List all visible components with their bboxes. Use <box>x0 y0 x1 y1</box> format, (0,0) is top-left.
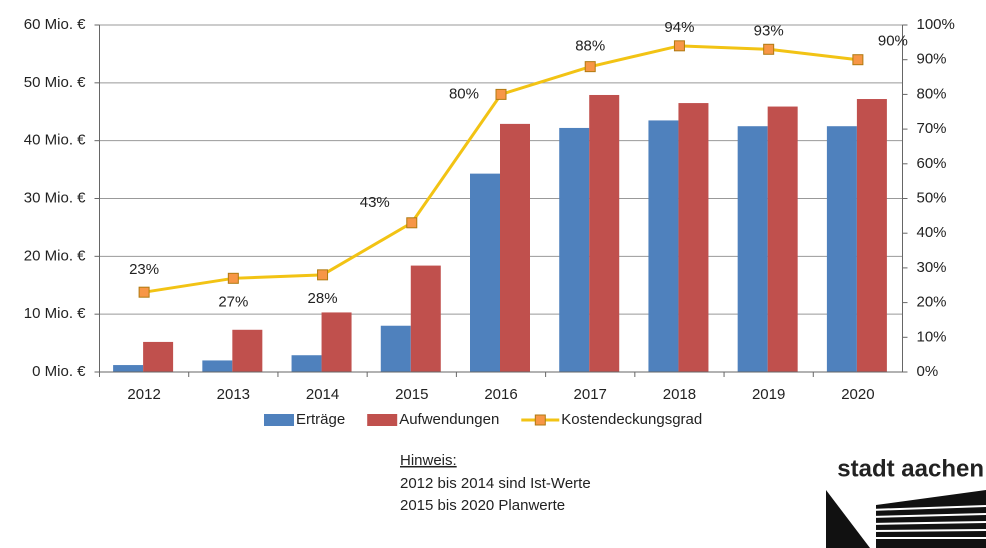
y-tick-label: 30 Mio. € <box>24 189 86 206</box>
line-marker <box>852 54 864 66</box>
bar <box>321 312 352 372</box>
y-tick-label: 50 Mio. € <box>24 74 86 91</box>
y2-tick-label: 70% <box>917 120 947 137</box>
y2-tick-label: 80% <box>917 85 947 102</box>
data-label: 28% <box>308 290 338 307</box>
y2-tick-label: 100% <box>917 16 955 33</box>
y-tick-label: 0 Mio. € <box>32 363 86 380</box>
bar <box>559 127 590 373</box>
legend-label: Kostendeckungsgrad <box>561 411 702 428</box>
line-marker <box>763 43 775 55</box>
line-marker <box>673 40 685 52</box>
legend-marker <box>534 414 546 426</box>
y2-tick-label: 0% <box>917 363 939 380</box>
legend-label: Aufwendungen <box>399 411 499 428</box>
bar <box>589 94 620 372</box>
x-tick-label: 2017 <box>574 386 607 403</box>
x-tick-label: 2016 <box>484 386 517 403</box>
bar <box>143 341 174 372</box>
data-label: 88% <box>575 38 605 55</box>
x-tick-label: 2019 <box>752 386 785 403</box>
line-marker <box>584 61 596 73</box>
legend-label: Erträge <box>296 411 345 428</box>
bar <box>826 126 857 372</box>
bar <box>856 99 887 372</box>
legend-swatch <box>264 414 294 426</box>
data-label: 43% <box>360 194 390 211</box>
y2-tick-label: 50% <box>917 189 947 206</box>
y2-tick-label: 60% <box>917 155 947 172</box>
legend-swatch <box>367 414 398 426</box>
y-tick-label: 60 Mio. € <box>24 16 86 33</box>
y2-tick-label: 10% <box>917 328 947 345</box>
data-label: 23% <box>129 261 159 278</box>
data-label: 27% <box>218 293 248 310</box>
x-tick-label: 2013 <box>217 386 250 403</box>
x-tick-label: 2018 <box>663 386 696 403</box>
y2-tick-label: 30% <box>917 259 947 276</box>
y2-tick-label: 20% <box>917 294 947 311</box>
x-tick-label: 2012 <box>127 386 160 403</box>
y-tick-label: 40 Mio. € <box>24 132 86 149</box>
bar <box>737 126 768 372</box>
bar <box>113 365 144 372</box>
bar <box>202 360 233 372</box>
y2-tick-label: 40% <box>917 224 947 241</box>
bar <box>678 103 709 372</box>
note-heading: Hinweis: <box>400 452 457 469</box>
bar <box>767 106 798 373</box>
x-tick-label: 2014 <box>306 386 339 403</box>
line-marker <box>227 272 239 284</box>
data-label: 94% <box>664 19 694 36</box>
bar <box>291 355 322 372</box>
x-tick-label: 2020 <box>841 386 874 403</box>
bar <box>470 173 500 372</box>
line-marker <box>317 269 329 281</box>
y-tick-label: 10 Mio. € <box>24 305 86 322</box>
bar <box>648 120 679 372</box>
line-marker <box>138 286 150 298</box>
bar <box>232 329 263 372</box>
data-label: 80% <box>449 85 479 102</box>
line-marker <box>406 217 418 229</box>
logo-graphic <box>826 490 986 548</box>
note-line: 2012 bis 2014 sind Ist-Werte <box>400 475 591 492</box>
data-label: 90% <box>878 33 908 50</box>
x-tick-label: 2015 <box>395 386 428 403</box>
y2-tick-label: 90% <box>917 51 947 68</box>
bar <box>380 325 411 372</box>
logo-text: stadt aachen <box>837 455 984 482</box>
bar <box>500 123 530 373</box>
bar <box>410 265 441 372</box>
y-tick-label: 20 Mio. € <box>24 247 86 264</box>
note-line: 2015 bis 2020 Planwerte <box>400 497 565 514</box>
data-label: 93% <box>754 22 784 39</box>
line-marker <box>495 88 507 100</box>
